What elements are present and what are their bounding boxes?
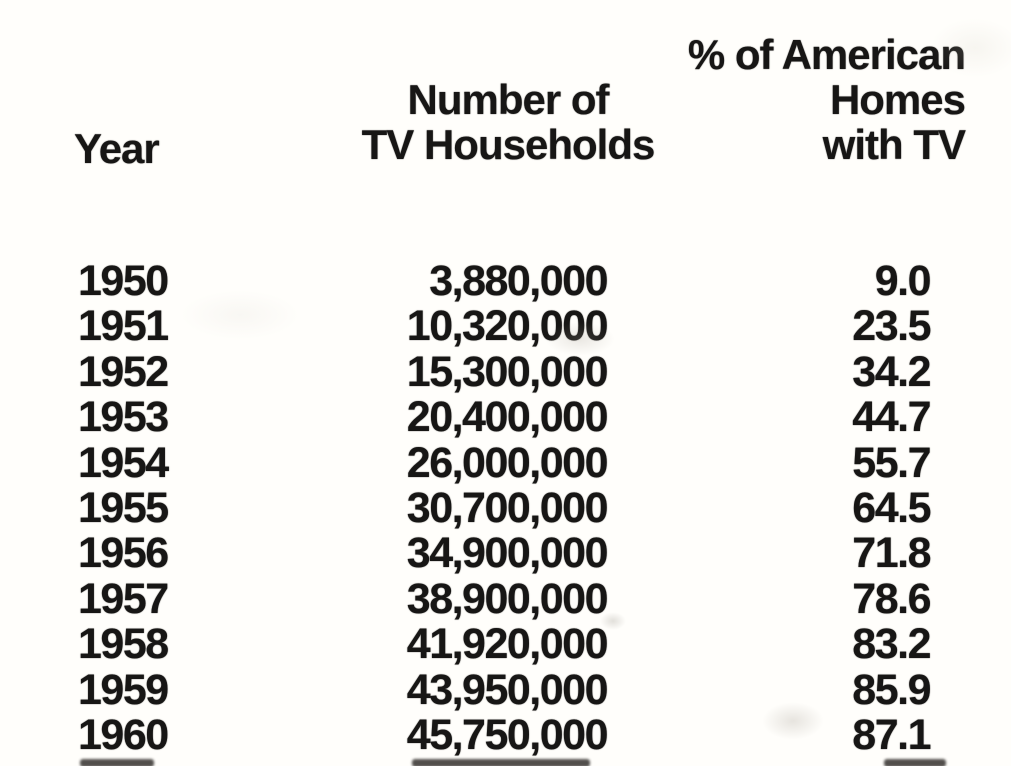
- cell-percent: 44.7: [852, 393, 931, 442]
- cell-percent: 85.9: [852, 665, 931, 714]
- cell-percent: 64.5: [852, 484, 931, 533]
- cell-households: 10,320,000: [406, 302, 609, 351]
- tv-households-column: 3,880,000 10,320,000 15,300,000 20,400,000 2…: [300, 257, 609, 760]
- percent-homes-column: 9.0 23.5 34.2 44.7 55.7 64.5 71.8 78.6 83.2 85.9 8…: [730, 257, 932, 760]
- cell-households: 38,900,000: [406, 574, 609, 623]
- column-header-tv-households: Number of TV Households: [352, 77, 664, 167]
- cell-households: 15,300,000: [406, 347, 609, 396]
- cell-households: 20,400,000: [406, 393, 609, 442]
- cell-households: 30,700,000: [406, 484, 609, 533]
- cell-households: 3,880,000: [429, 257, 608, 305]
- cell-year: 1956: [78, 529, 169, 578]
- cell-year: 1953: [78, 393, 169, 442]
- cell-percent: 87.1: [852, 711, 931, 760]
- cell-year: 1957: [78, 574, 169, 623]
- cell-households: 34,900,000: [406, 529, 609, 578]
- column-header-households-line2: TV Households: [361, 121, 656, 168]
- cell-year: 1952: [78, 347, 169, 396]
- cell-percent: 55.7: [852, 438, 931, 487]
- column-header-percent-line1: % of American: [687, 31, 966, 78]
- column-header-year-line: Year: [74, 125, 160, 172]
- year-column: 1950 1951 1952 1953 1954 1955 1956 1957 1958 1959…: [78, 257, 169, 760]
- column-header-year: Year: [74, 125, 160, 172]
- cutoff-text-fragment-percent: [884, 759, 946, 766]
- cell-percent: 71.8: [852, 529, 931, 578]
- cell-percent: 23.5: [852, 302, 931, 351]
- cell-year: 1954: [78, 438, 169, 487]
- cell-households: 26,000,000: [406, 438, 609, 487]
- cell-percent: 78.6: [852, 574, 931, 623]
- cell-year: 1951: [78, 302, 169, 351]
- cell-percent: 34.2: [852, 347, 931, 396]
- cell-households: 43,950,000: [406, 665, 609, 714]
- scan-smudge: [180, 290, 300, 340]
- cutoff-text-fragment-year: [80, 759, 154, 766]
- cell-year: 1960: [78, 711, 169, 760]
- column-header-households-line1: Number of: [407, 76, 610, 123]
- cell-year: 1950: [78, 257, 169, 305]
- cell-percent: 83.2: [852, 620, 931, 669]
- cell-year: 1958: [78, 620, 169, 669]
- cutoff-text-fragment-households: [412, 759, 590, 766]
- cell-households: 45,750,000: [406, 711, 609, 760]
- cell-percent: 9.0: [874, 257, 932, 305]
- column-header-percent-line2: Homes: [829, 76, 966, 123]
- cell-year: 1955: [78, 484, 169, 533]
- cell-year: 1959: [78, 665, 169, 714]
- cell-households: 41,920,000: [406, 620, 609, 669]
- column-header-percent-line3: with TV: [822, 121, 966, 168]
- column-header-percent-homes-with-tv: % of American Homes with TV: [687, 31, 966, 168]
